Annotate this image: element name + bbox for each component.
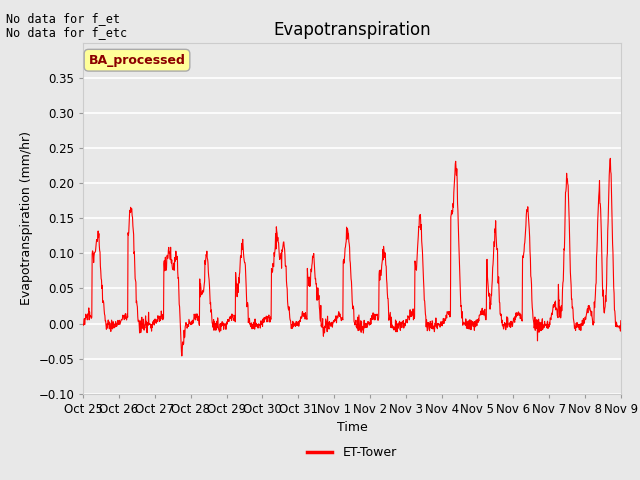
Y-axis label: Evapotranspiration (mm/hr): Evapotranspiration (mm/hr) <box>20 132 33 305</box>
Title: Evapotranspiration: Evapotranspiration <box>273 21 431 39</box>
X-axis label: Time: Time <box>337 421 367 434</box>
Text: BA_processed: BA_processed <box>88 54 186 67</box>
Text: No data for f_etc: No data for f_etc <box>6 26 127 39</box>
Legend: ET-Tower: ET-Tower <box>302 442 402 465</box>
Text: No data for f_et: No data for f_et <box>6 12 120 25</box>
